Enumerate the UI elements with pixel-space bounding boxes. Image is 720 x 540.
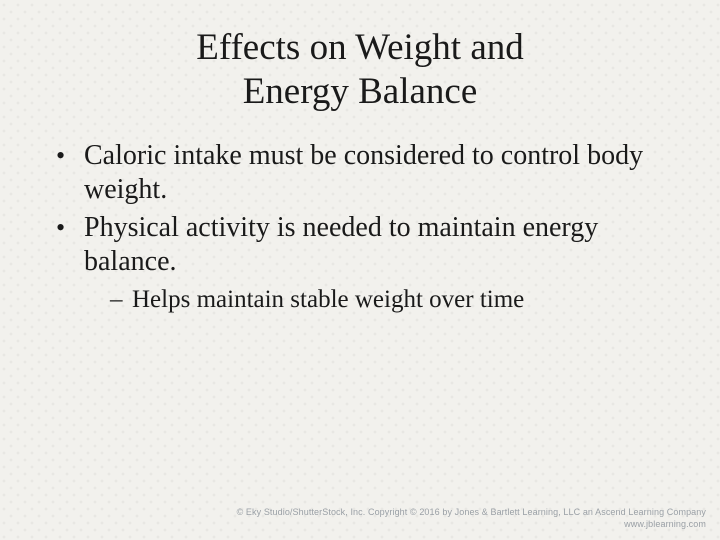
bullet-text: Physical activity is needed to maintain … bbox=[84, 212, 598, 277]
sub-bullet-text: Helps maintain stable weight over time bbox=[132, 286, 524, 313]
bullet-item: Physical activity is needed to maintain … bbox=[48, 211, 672, 316]
copyright-footer: © Eky Studio/ShutterStock, Inc. Copyrigh… bbox=[237, 506, 706, 530]
bullet-item: Caloric intake must be considered to con… bbox=[48, 139, 672, 207]
bullet-text: Caloric intake must be considered to con… bbox=[84, 140, 643, 205]
title-line-1: Effects on Weight and bbox=[196, 27, 524, 68]
sub-bullet-list: Helps maintain stable weight over time bbox=[84, 285, 672, 316]
slide: Effects on Weight and Energy Balance Cal… bbox=[0, 0, 720, 540]
slide-title: Effects on Weight and Energy Balance bbox=[0, 0, 720, 115]
sub-bullet-item: Helps maintain stable weight over time bbox=[110, 285, 672, 316]
slide-body: Caloric intake must be considered to con… bbox=[0, 115, 720, 316]
copyright-line-1: © Eky Studio/ShutterStock, Inc. Copyrigh… bbox=[237, 506, 706, 518]
title-line-2: Energy Balance bbox=[243, 71, 478, 112]
bullet-list: Caloric intake must be considered to con… bbox=[48, 139, 672, 316]
copyright-line-2: www.jblearning.com bbox=[237, 518, 706, 530]
